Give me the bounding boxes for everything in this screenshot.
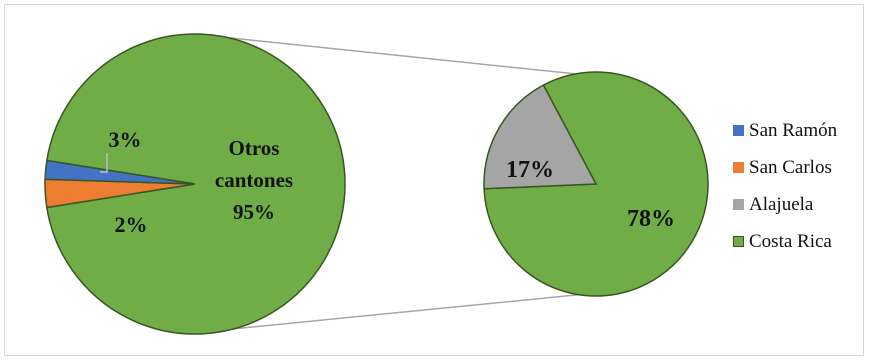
label-costa-rica: 78% (627, 206, 675, 232)
label-alajuela: 17% (506, 157, 554, 183)
legend-swatch-costa-rica (733, 236, 744, 247)
legend-swatch-san-carlos (733, 162, 744, 173)
label-otros-line2: cantones (215, 168, 293, 192)
slice-alajuela (483, 84, 598, 190)
connector-line-top (201, 34, 597, 77)
legend-item-costa-rica: Costa Rica (733, 223, 837, 260)
connector-line-bottom (211, 292, 597, 332)
legend-swatch-san-ramon (733, 125, 744, 136)
legend-label-alajuela: Alajuela (749, 193, 814, 215)
legend-label-san-ramon: San Ramón (749, 119, 838, 141)
label-san-carlos: 3% (109, 127, 142, 152)
legend-item-san-ramon: San Ramón (733, 112, 837, 149)
label-san-ramon: 2% (115, 212, 148, 237)
label-otros-line1: Otros (229, 136, 280, 160)
slice-san-ramon (44, 159, 196, 185)
legend-item-alajuela: Alajuela (733, 186, 837, 223)
leader-line-san-carlos (100, 153, 108, 173)
slice-otros-cantones (45, 33, 346, 335)
legend-item-san-carlos: San Carlos (733, 149, 837, 186)
legend: San Ramón San Carlos Alajuela Costa Rica (733, 112, 837, 260)
legend-swatch-alajuela (733, 199, 744, 210)
legend-label-san-carlos: San Carlos (749, 156, 832, 178)
label-otros-pct: 95% (233, 200, 275, 224)
legend-label-costa-rica: Costa Rica (749, 230, 832, 252)
